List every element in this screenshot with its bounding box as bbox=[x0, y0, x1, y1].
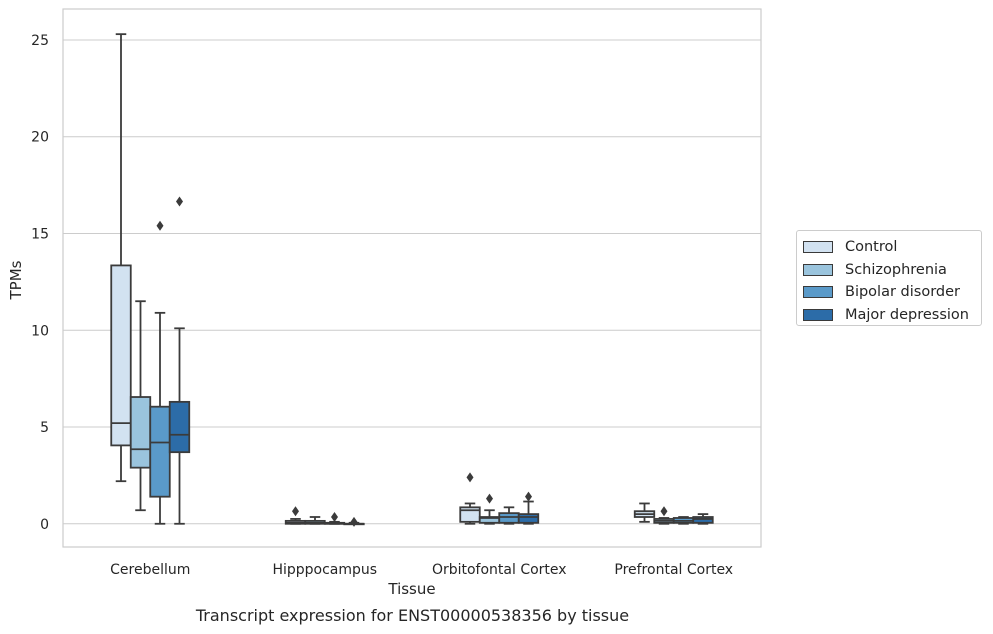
y-tick-label: 10 bbox=[31, 323, 49, 339]
box bbox=[129, 396, 152, 469]
legend-swatch bbox=[803, 241, 833, 254]
legend-item: Schizophrenia bbox=[803, 259, 981, 282]
legend-swatch bbox=[803, 308, 833, 321]
y-tick-label: 25 bbox=[31, 33, 49, 49]
box bbox=[498, 512, 520, 524]
legend-swatch bbox=[803, 286, 833, 299]
outlier-point bbox=[292, 506, 299, 517]
y-tick-label: 20 bbox=[31, 130, 49, 146]
box bbox=[692, 516, 714, 524]
outlier-point bbox=[350, 516, 358, 527]
box bbox=[110, 264, 132, 447]
x-tick-label: Cerebellum bbox=[110, 562, 190, 578]
box bbox=[517, 513, 540, 524]
x-axis-label: Tissue bbox=[387, 580, 435, 598]
x-tick-label: Orbitofontal Cortex bbox=[432, 562, 567, 578]
chart-legend: Control Schizophrenia Bipolar disorder Majo… bbox=[796, 230, 982, 326]
legend-label: Schizophrenia bbox=[845, 261, 947, 278]
y-tick-label: 15 bbox=[31, 226, 49, 242]
legend-label: Bipolar disorder bbox=[845, 284, 960, 301]
outlier-point bbox=[525, 491, 532, 502]
legend-label: Major depression bbox=[845, 306, 969, 323]
outlier-point bbox=[466, 472, 474, 483]
legend-item: Bipolar disorder bbox=[803, 281, 981, 304]
legend-swatch bbox=[803, 263, 833, 276]
chart-caption: Transcript expression for ENST0000053835… bbox=[195, 606, 630, 625]
legend-label: Control bbox=[845, 239, 898, 256]
y-tick-label: 5 bbox=[40, 420, 49, 436]
outlier-point bbox=[486, 493, 493, 504]
box bbox=[168, 400, 191, 454]
x-tick-label: Hipppocampus bbox=[272, 562, 377, 578]
legend-item: Control bbox=[803, 236, 981, 259]
x-tick-label: Prefrontal Cortex bbox=[614, 562, 733, 578]
y-tick-label: 0 bbox=[40, 517, 49, 533]
plot-frame bbox=[62, 8, 762, 548]
y-axis-label: TPMs bbox=[7, 260, 25, 300]
outlier-point bbox=[331, 512, 338, 523]
legend-item: Major depression bbox=[803, 304, 981, 327]
box bbox=[149, 405, 171, 498]
outlier-point bbox=[660, 506, 668, 517]
outlier-point bbox=[176, 196, 183, 207]
outlier-point bbox=[156, 220, 164, 231]
